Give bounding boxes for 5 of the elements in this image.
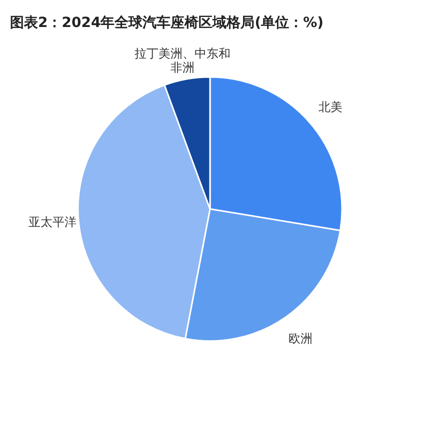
- slice-label: 拉丁美洲、中东和非洲: [134, 46, 230, 74]
- slice-label: 北美: [318, 100, 342, 114]
- chart-title: 图表2：2024年全球汽车座椅区域格局(单位：%): [10, 14, 324, 31]
- slice-label: 欧洲: [288, 332, 312, 346]
- slice-label: 亚太平洋: [28, 214, 77, 229]
